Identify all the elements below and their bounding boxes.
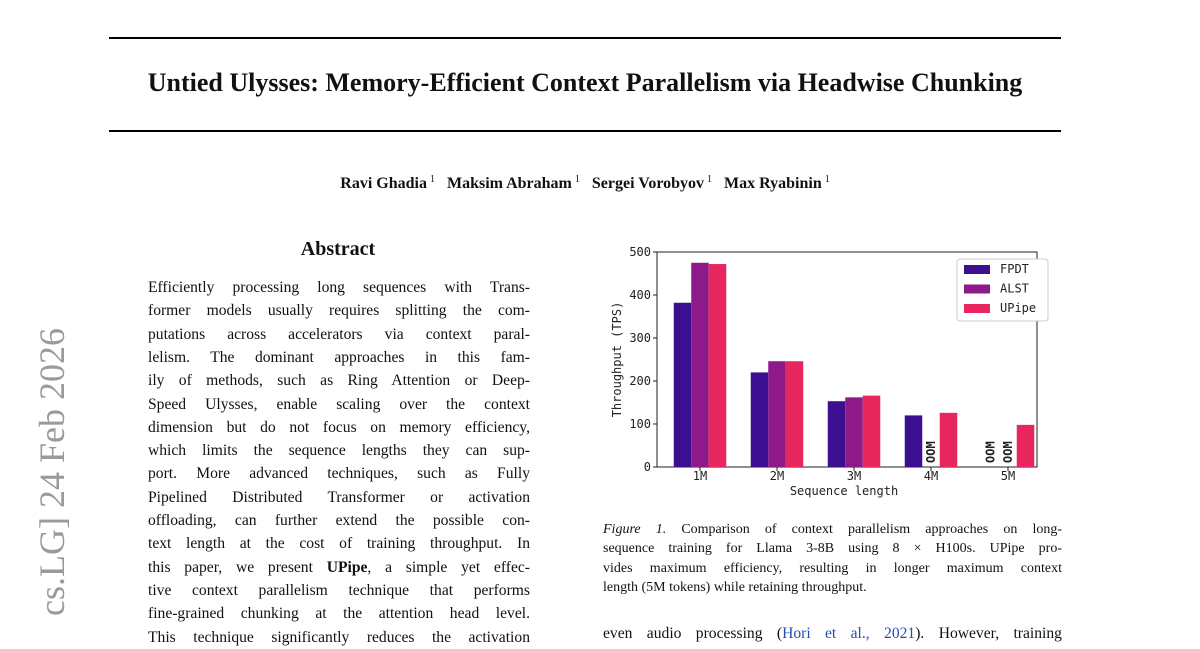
bar [768,361,786,467]
y-tick-label: 500 [629,245,651,259]
x-tick-label: 2M [770,469,784,483]
value-label: OOM [924,441,938,463]
text-run: Comparison of context parallelism approa… [666,522,1062,537]
bar [862,395,881,467]
y-tick-label: 300 [629,331,651,345]
legend-label: FPDT [1000,262,1029,276]
bar [904,415,923,467]
author: Maksim Abraham 1 [446,174,580,193]
bar [845,397,863,467]
x-tick-label: 4M [924,469,938,483]
text-run: vides maximum efficiency, resulting in l… [603,560,1062,576]
abstract-line: this paper, we present UPipe, a simple y… [148,556,530,579]
author: Max Ryabinin 1 [724,174,830,193]
bar [939,412,958,467]
bar [1016,424,1035,467]
text-run: sequence training for Llama 3-8B using 8… [603,541,1062,557]
bar [827,401,846,467]
abstract-line: putations across accelerators via contex… [148,325,530,343]
y-tick-label: 200 [629,374,651,388]
y-tick-label: 0 [644,460,651,474]
body-line: even audio processing (Hori et al., 2021… [603,622,1062,645]
abstract-line: tive context parallelism technique that … [148,581,530,599]
caption-label: Figure 1. [603,522,667,537]
legend-swatch [964,284,990,294]
legend-label: ALST [1000,282,1029,296]
author-list: Ravi Ghadia 1 Maksim Abraham 1 Sergei Voroby… [0,174,1170,193]
abstract-line: This technique significantly reduces the… [148,628,530,646]
author-name: Ravi Ghadia [340,175,427,193]
caption-line: length (5M tokens) while retaining throu… [603,578,1062,597]
arxiv-stamp: cs.LG] 24 Feb 2026 [32,328,72,616]
text-run: length (5M tokens) while retaining throu… [603,579,867,595]
text-run: this paper, we present [148,558,327,576]
bar [750,372,769,467]
abstract-line: former models usually requires splitting… [148,302,530,320]
abstract-heading: Abstract [300,238,376,260]
legend-swatch [964,304,990,313]
bar [691,262,709,467]
caption-line: Figure 1. Comparison of context parallel… [603,520,1062,539]
abstract-line: lelism. The dominant approaches in this … [148,348,530,366]
x-tick-label: 3M [847,469,861,483]
legend-label: UPipe [1000,301,1036,315]
abstract-line: dimension but do not focus on memory eff… [148,418,530,436]
abstract-line: text length at the cost of training thro… [148,535,530,553]
citation-link[interactable]: Hori et al., 2021 [782,625,916,642]
bar [673,302,692,467]
author: Sergei Vorobyov 1 [591,174,713,193]
abstract-line: which limits the sequence lengths they c… [148,442,530,460]
abstract-line: fine-grained chunking at the attention h… [148,605,530,623]
author: Ravi Ghadia 1 [340,174,435,193]
abstract-line: port. More advanced techniques, such as … [148,465,530,483]
y-tick-label: 400 [629,288,651,302]
author-name: Maksim Abraham [446,175,572,193]
author-name: Max Ryabinin [724,175,822,193]
bar [785,361,804,467]
abstract-line: Speed Ulysses, enable scaling over the c… [148,395,530,413]
abstract-line: Efficiently processing long sequences wi… [148,279,530,296]
author-affiliation: 1 [574,174,580,185]
text-run: ). However, training [915,625,1062,642]
y-axis-label: Throughput (TPS) [610,302,624,418]
text-run: , a simple yet effec- [367,558,530,576]
text-run: even audio processing ( [603,625,783,642]
caption-line: vides maximum efficiency, resulting in l… [603,559,1062,578]
x-tick-label: 5M [1001,469,1015,483]
paper-title: Untied Ulysses: Memory-Efficient Context… [147,68,1023,97]
bar [708,264,727,467]
x-tick-label: 1M [693,469,707,483]
caption-line: sequence training for Llama 3-8B using 8… [603,539,1062,558]
abstract-line: offloading, can further extend the possi… [148,512,530,529]
abstract-line: ily of methods, such as Ring Attention o… [148,372,530,390]
legend-swatch [964,265,990,274]
author-affiliation: 1 [824,174,830,185]
author-affiliation: 1 [707,174,713,185]
abstract-line: Pipelined Distributed Transformer or act… [148,488,530,506]
value-label: OOM [984,441,998,463]
x-axis-label: Sequence length [790,484,898,498]
author-name: Sergei Vorobyov [591,175,705,193]
value-label: OOM [1001,441,1015,463]
author-affiliation: 1 [429,174,435,185]
y-tick-label: 100 [629,417,651,431]
emphasis: UPipe [326,558,368,576]
